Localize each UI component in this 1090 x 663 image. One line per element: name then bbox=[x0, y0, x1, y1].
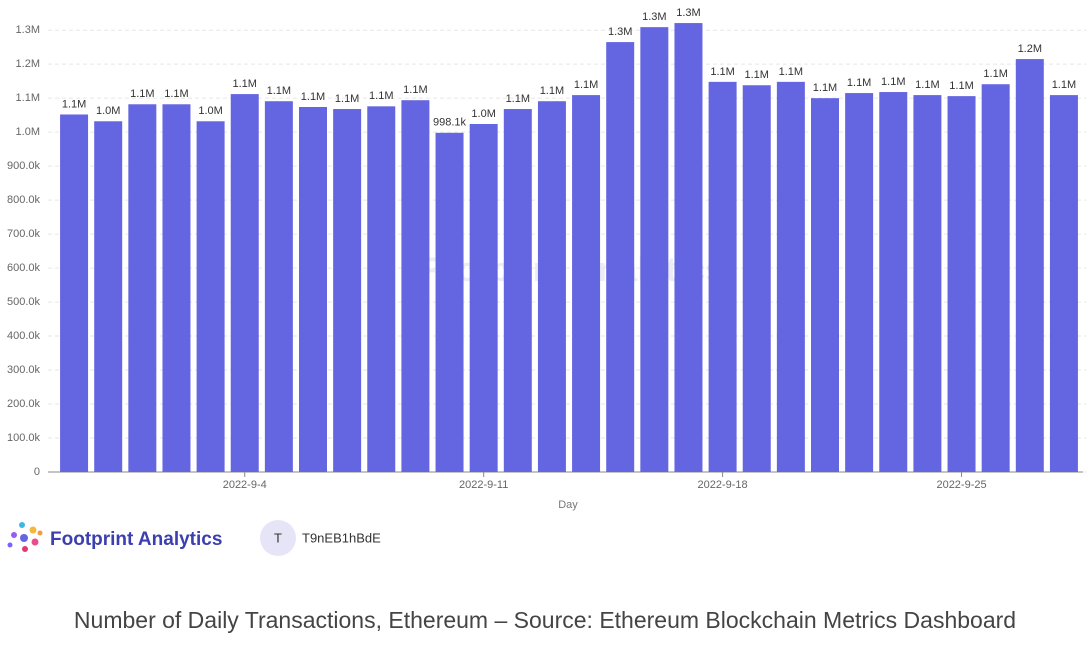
bar bbox=[333, 109, 362, 473]
y-tick-label: 700.0k bbox=[7, 228, 41, 240]
avatar bbox=[260, 520, 296, 556]
y-tick-label: 0 bbox=[34, 466, 40, 478]
y-tick-label: 100.0k bbox=[7, 432, 41, 444]
bar bbox=[606, 42, 635, 473]
value-label: 1.1M bbox=[369, 90, 393, 102]
value-label: 1.1M bbox=[540, 85, 564, 97]
bar bbox=[401, 100, 430, 472]
x-tick-label: 2022-9-4 bbox=[223, 479, 267, 491]
value-label: 1.1M bbox=[267, 85, 291, 97]
value-label: 1.1M bbox=[506, 93, 530, 105]
bar bbox=[981, 84, 1010, 473]
value-label: 1.1M bbox=[403, 84, 427, 96]
value-label: 1.1M bbox=[847, 77, 871, 89]
bar bbox=[299, 107, 327, 473]
value-label: 1.1M bbox=[813, 82, 837, 94]
bar bbox=[640, 27, 669, 473]
value-label: 998.1k bbox=[433, 117, 467, 129]
value-label: 1.3M bbox=[642, 11, 666, 23]
bar bbox=[162, 104, 191, 472]
value-label: 1.1M bbox=[949, 80, 973, 92]
bar bbox=[674, 23, 703, 472]
bar bbox=[196, 121, 225, 473]
value-label: 1.1M bbox=[779, 66, 803, 78]
y-tick-label: 300.0k bbox=[7, 364, 41, 376]
x-tick-label: 2022-9-11 bbox=[459, 479, 508, 491]
value-label: 1.0M bbox=[96, 105, 120, 117]
bar bbox=[1049, 95, 1078, 473]
value-label: 1.0M bbox=[471, 108, 495, 120]
x-tick-label: 2022-9-25 bbox=[936, 479, 986, 491]
y-tick-label: 1.0M bbox=[16, 126, 40, 138]
bar bbox=[94, 121, 123, 473]
bar bbox=[537, 101, 566, 472]
value-label: 1.1M bbox=[335, 93, 359, 105]
brand-name: Footprint Analytics bbox=[50, 529, 222, 550]
bar bbox=[708, 81, 737, 472]
value-label: 1.1M bbox=[710, 66, 734, 78]
value-label: 1.2M bbox=[1018, 43, 1042, 55]
logo-icon bbox=[7, 522, 43, 552]
value-label: 1.1M bbox=[130, 88, 154, 100]
bar bbox=[742, 85, 771, 472]
bar bbox=[264, 101, 293, 472]
y-tick-label: 600.0k bbox=[7, 262, 41, 274]
value-label: 1.1M bbox=[881, 76, 905, 88]
bar bbox=[572, 95, 601, 473]
bar bbox=[811, 98, 839, 473]
bar bbox=[60, 114, 89, 472]
value-label: 1.1M bbox=[744, 69, 768, 81]
bar bbox=[435, 132, 464, 473]
bar bbox=[469, 123, 498, 472]
value-label: 1.1M bbox=[983, 68, 1007, 80]
bar bbox=[845, 93, 874, 472]
bar bbox=[879, 92, 908, 472]
y-tick-label: 400.0k bbox=[7, 330, 41, 342]
value-label: 1.0M bbox=[198, 105, 222, 117]
value-label: 1.1M bbox=[915, 79, 939, 91]
user-name[interactable]: T9nEB1hBdE bbox=[302, 530, 381, 545]
bar bbox=[913, 95, 942, 473]
bar bbox=[503, 109, 532, 473]
bar bbox=[367, 106, 396, 472]
x-tick-label: 2022-9-18 bbox=[698, 479, 748, 491]
y-tick-label: 800.0k bbox=[7, 194, 41, 206]
value-label: 1.3M bbox=[676, 7, 700, 19]
y-tick-label: 1.3M bbox=[16, 24, 40, 36]
bar bbox=[1015, 59, 1044, 473]
value-label: 1.1M bbox=[232, 78, 256, 90]
value-label: 1.1M bbox=[62, 98, 86, 110]
y-tick-label: 200.0k bbox=[7, 398, 41, 410]
value-label: 1.1M bbox=[1052, 79, 1076, 91]
bar bbox=[947, 96, 976, 472]
watermark: Footprint Analytics bbox=[416, 251, 725, 289]
value-label: 1.1M bbox=[301, 91, 325, 103]
y-tick-label: 1.1M bbox=[16, 92, 40, 104]
avatar-initial: T bbox=[274, 530, 282, 545]
y-tick-label: 900.0k bbox=[7, 160, 41, 172]
caption: Number of Daily Transactions, Ethereum –… bbox=[74, 607, 1016, 633]
bar bbox=[776, 81, 805, 472]
value-label: 1.1M bbox=[164, 88, 188, 100]
bar bbox=[230, 94, 259, 472]
value-label: 1.1M bbox=[574, 79, 598, 91]
x-axis-title: Day bbox=[558, 499, 578, 511]
bar bbox=[128, 104, 157, 472]
value-label: 1.3M bbox=[608, 26, 632, 38]
y-tick-label: 500.0k bbox=[7, 296, 41, 308]
y-tick-label: 1.2M bbox=[16, 58, 40, 70]
